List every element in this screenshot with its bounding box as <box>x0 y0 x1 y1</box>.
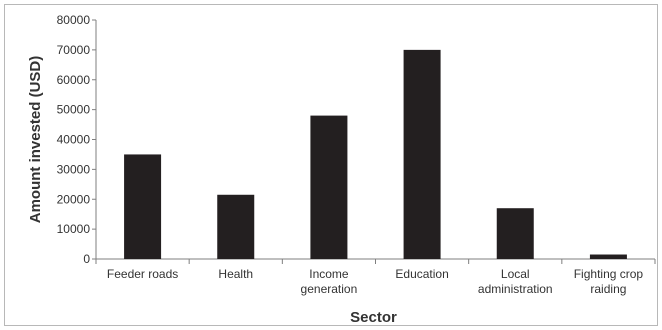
x-tick-label: Local administration <box>478 267 553 296</box>
x-tick-label: Health <box>218 267 253 281</box>
x-axis-title: Sector <box>350 309 397 326</box>
bar <box>496 208 534 259</box>
y-tick-label: 80000 <box>57 13 91 27</box>
y-tick-label: 60000 <box>57 73 91 87</box>
plot-area: 0 10000 20000 30000 40000 50000 60000 70000 8000… <box>57 13 656 296</box>
y-tick-label: 0 <box>83 252 90 266</box>
bar <box>403 49 441 259</box>
y-tick-label: 70000 <box>57 43 91 57</box>
y-axis-title: Amount invested (USD) <box>27 56 44 224</box>
x-tick-label: Income generation <box>301 267 358 296</box>
x-tick-label: Education <box>395 267 448 281</box>
bar <box>217 194 255 259</box>
y-tick-label: 50000 <box>57 103 91 117</box>
bar <box>589 254 627 259</box>
bar <box>124 154 162 259</box>
bar <box>310 115 348 259</box>
y-tick-label: 30000 <box>57 162 91 176</box>
x-tick-label: Fighting crop raiding <box>574 267 644 296</box>
y-tick-label: 20000 <box>57 192 91 206</box>
y-tick-label: 10000 <box>57 222 91 236</box>
y-tick-label: 40000 <box>57 133 91 147</box>
x-tick-label: Feeder roads <box>107 267 178 281</box>
